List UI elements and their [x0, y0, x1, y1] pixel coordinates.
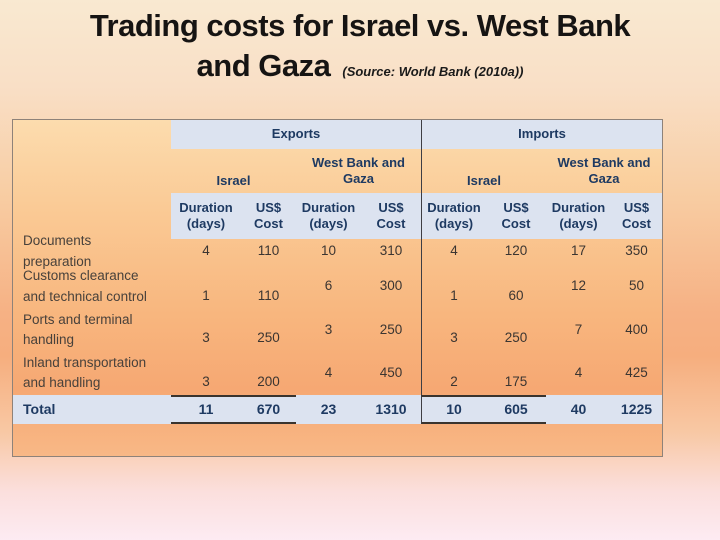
- total-cell: 23: [296, 395, 361, 424]
- table-cell: 60: [508, 288, 524, 304]
- table-cell: 12: [570, 278, 587, 294]
- table-cell: 4: [324, 364, 333, 380]
- table-cell: 4: [574, 364, 583, 380]
- table-cell: 110: [257, 288, 280, 304]
- col-header-duration: Duration (days): [546, 193, 611, 239]
- table-cell: 1: [202, 288, 210, 304]
- total-cell: 670: [241, 395, 296, 424]
- slide-title: Trading costs for Israel vs. West Bank a…: [0, 0, 720, 83]
- row-label: Ports and terminal handling: [23, 311, 133, 347]
- total-cell: 605: [486, 395, 546, 424]
- spacer: [13, 149, 171, 193]
- table-cell: 3: [324, 321, 333, 337]
- title-line-1: Trading costs for Israel vs. West Bank: [89, 8, 631, 43]
- total-cell: 1225: [611, 395, 662, 424]
- table-cell: 10: [320, 243, 337, 259]
- table-cell: 1: [421, 264, 486, 309]
- table-cell: 250: [379, 321, 403, 337]
- table-cell: 17: [570, 243, 587, 259]
- col-header-duration: Duration (days): [421, 193, 486, 239]
- table-cell: 350: [625, 243, 648, 259]
- row-label: Customs clearance and technical control: [23, 268, 147, 304]
- section-header-exports: Exports: [171, 120, 421, 149]
- table-cell: 250: [504, 330, 528, 346]
- table-cell: 3: [202, 330, 210, 346]
- table-cell: 4: [421, 239, 486, 264]
- col-header-duration: Duration (days): [296, 193, 361, 239]
- table-cell: 300: [379, 278, 403, 294]
- table-cell: 450: [379, 364, 403, 380]
- region-header-imports-west-bank: West Bank and Gaza: [557, 154, 651, 186]
- table-cell: 50: [628, 278, 645, 294]
- title-source: (Source: World Bank (2010a)): [342, 63, 524, 79]
- spacer: [13, 120, 171, 149]
- total-cell: 40: [546, 395, 611, 424]
- region-header-imports-israel: Israel: [421, 149, 546, 193]
- row-label: Documents preparation: [23, 233, 92, 269]
- title-line-2-text: and Gaza: [196, 47, 331, 83]
- title-line-2: and Gaza (Source: World Bank (2010a)): [0, 47, 720, 83]
- row-label: Inland transportation and handling: [23, 354, 147, 390]
- table-cell: 4: [202, 243, 210, 259]
- table-cell: 310: [379, 243, 403, 259]
- table-cell: 175: [504, 374, 528, 390]
- col-header-cost: US$ Cost: [486, 193, 546, 239]
- table-cell: 7: [574, 321, 583, 337]
- region-header-exports-israel: Israel: [216, 172, 251, 188]
- table-cell: 200: [257, 374, 280, 390]
- col-header-cost: US$ Cost: [611, 193, 662, 239]
- region-header-exports-west-bank: West Bank and Gaza: [312, 154, 405, 186]
- total-cell: 11: [171, 395, 241, 424]
- table-cell: 2: [421, 351, 486, 395]
- table-cell: 120: [504, 243, 528, 259]
- col-header-duration: Duration (days): [171, 193, 241, 239]
- total-cell: 10: [421, 395, 486, 424]
- table-cell: 425: [625, 364, 648, 380]
- table-cell: 110: [257, 243, 280, 259]
- total-cell: 1310: [361, 395, 421, 424]
- table-cell: 3: [202, 374, 210, 390]
- col-header-cost: US$ Cost: [241, 193, 296, 239]
- trading-costs-table: Exports Imports Israel West Bank and Gaz…: [12, 119, 663, 457]
- table-cell: 400: [625, 321, 648, 337]
- table-cell: 3: [421, 309, 486, 351]
- table-cell: 6: [324, 278, 333, 294]
- section-header-imports: Imports: [421, 120, 662, 149]
- total-row-label: Total: [13, 395, 171, 424]
- table-cell: 250: [257, 330, 280, 346]
- table-grid: Exports Imports Israel West Bank and Gaz…: [13, 120, 662, 424]
- col-header-cost: US$ Cost: [361, 193, 421, 239]
